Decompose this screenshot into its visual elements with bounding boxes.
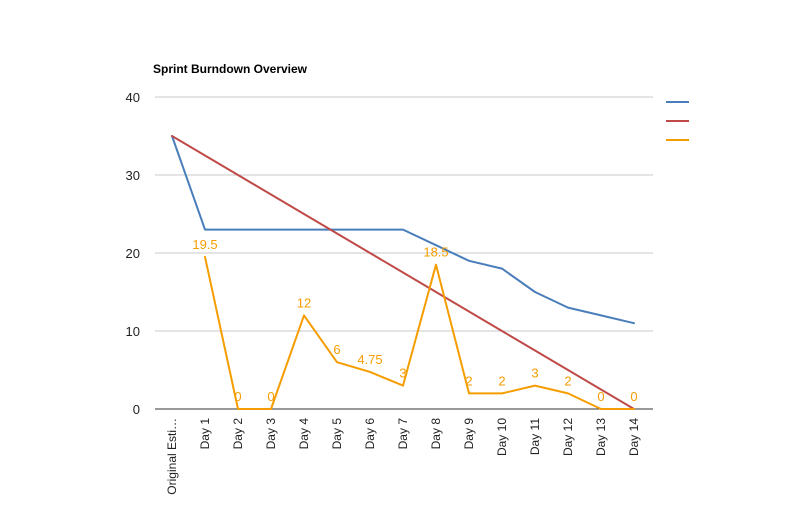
x-tick-label: Day 5: [330, 418, 344, 450]
y-tick-label: 30: [126, 168, 140, 183]
y-tick-label: 20: [126, 246, 140, 261]
data-label: 0: [267, 389, 274, 404]
x-tick-label: Day 10: [495, 418, 509, 456]
data-label: 0: [234, 389, 241, 404]
chart-title: Sprint Burndown Overview: [153, 62, 308, 76]
data-label: 2: [465, 373, 472, 388]
data-label: 6: [333, 342, 340, 357]
x-tick-label: Day 6: [363, 418, 377, 450]
y-tick-label: 40: [126, 90, 140, 105]
x-tick-label: Day 14: [627, 418, 641, 456]
x-tick-label: Day 3: [264, 418, 278, 450]
data-label: 12: [297, 295, 311, 310]
y-tick-label: 0: [133, 402, 140, 417]
series-line-3: [204, 255, 635, 410]
data-label: 18.5: [423, 245, 448, 260]
x-tick-label: Day 7: [396, 418, 410, 450]
series-line-2: [171, 135, 635, 410]
data-label: 3: [531, 366, 538, 381]
y-tick-label: 10: [126, 324, 140, 339]
x-tick-label: Day 11: [528, 418, 542, 455]
series-line-1: [171, 135, 635, 325]
x-tick-label: Day 1: [198, 418, 212, 450]
data-label: 0: [630, 389, 637, 404]
data-label: 2: [498, 373, 505, 388]
data-label: 2: [564, 373, 571, 388]
x-tick-label: Original Esti…: [165, 418, 179, 495]
data-label: 19.5: [192, 237, 217, 252]
data-label: 0: [597, 389, 604, 404]
x-tick-label: Day 8: [429, 418, 443, 450]
x-tick-label: Day 13: [594, 418, 608, 456]
x-tick-label: Day 9: [462, 418, 476, 450]
data-label-layer: 19.5 0 0 12 6 4.75 3 18.5 2 2 3 2 0 0: [192, 237, 637, 404]
x-axis-ticks: Original Esti… Day 1 Day 2 Day 3 Day 4 Day 5 D…: [165, 418, 641, 495]
legend: [666, 101, 689, 141]
data-label: 4.75: [357, 352, 382, 367]
series-layer: [171, 135, 635, 410]
x-tick-label: Day 2: [231, 418, 245, 450]
x-tick-label: Day 12: [561, 418, 575, 456]
data-label: 3: [399, 366, 406, 381]
x-tick-label: Day 4: [297, 418, 311, 450]
